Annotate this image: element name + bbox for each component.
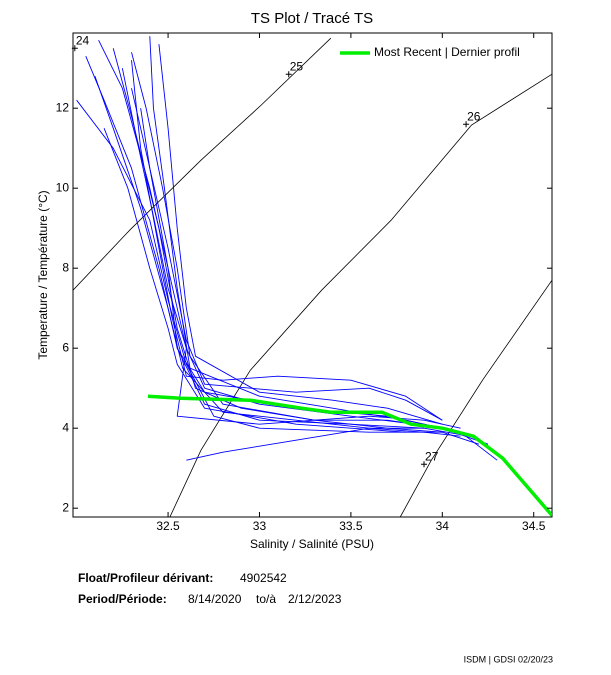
float-id: 4902542 xyxy=(240,571,287,585)
profile-line xyxy=(94,76,425,429)
x-tick-label: 32.5 xyxy=(156,519,180,533)
density-contour xyxy=(399,279,552,517)
period-end: 2/12/2023 xyxy=(288,592,342,606)
y-tick-label: 6 xyxy=(62,340,69,354)
x-axis-label: Salinity / Salinité (PSU) xyxy=(250,537,374,551)
period-label: Period/Période: xyxy=(78,592,167,606)
profile-line xyxy=(76,99,443,433)
profile-line xyxy=(131,52,443,429)
legend-label: Most Recent | Dernier profil xyxy=(374,45,520,59)
profile-line xyxy=(186,427,461,461)
y-tick-label: 2 xyxy=(62,500,69,514)
y-tick-label: 8 xyxy=(62,260,69,274)
y-tick-label: 10 xyxy=(56,180,70,194)
contour-marker xyxy=(463,121,470,128)
contour-marker xyxy=(285,71,292,78)
contour-label: 27 xyxy=(425,449,439,463)
plot-frame xyxy=(72,32,553,518)
x-tick-label: 33.5 xyxy=(339,519,363,533)
profile-line xyxy=(103,128,406,433)
chart-title: TS Plot / Tracé TS xyxy=(251,10,373,27)
density-contour xyxy=(73,37,332,291)
x-tick-label: 34 xyxy=(436,519,450,533)
profile-line xyxy=(131,88,470,437)
contour-marker xyxy=(421,461,428,468)
y-tick-label: 4 xyxy=(62,420,69,434)
footer: ISDM | GDSI 02/20/23 xyxy=(464,654,553,664)
y-tick-label: 12 xyxy=(56,100,70,114)
contour-label: 25 xyxy=(290,59,304,73)
recent-profile xyxy=(147,394,552,517)
profile-line xyxy=(158,44,443,425)
density-contour xyxy=(169,73,552,517)
y-axis-label: Temperature / Température (°C) xyxy=(36,190,50,359)
profile-line xyxy=(149,36,461,433)
plot-area xyxy=(73,36,552,517)
x-tick-label: 33 xyxy=(253,519,267,533)
contour-marker xyxy=(71,45,78,52)
float-label: Float/Profileur dérivant: xyxy=(78,571,213,585)
x-tick-label: 34.5 xyxy=(522,519,546,533)
profile-line xyxy=(85,56,489,445)
period-start: 8/14/2020 xyxy=(188,592,242,606)
contour-label: 24 xyxy=(76,33,90,47)
period-to: to/à xyxy=(256,592,276,606)
contour-label: 26 xyxy=(467,109,481,123)
profile-line xyxy=(140,108,443,421)
